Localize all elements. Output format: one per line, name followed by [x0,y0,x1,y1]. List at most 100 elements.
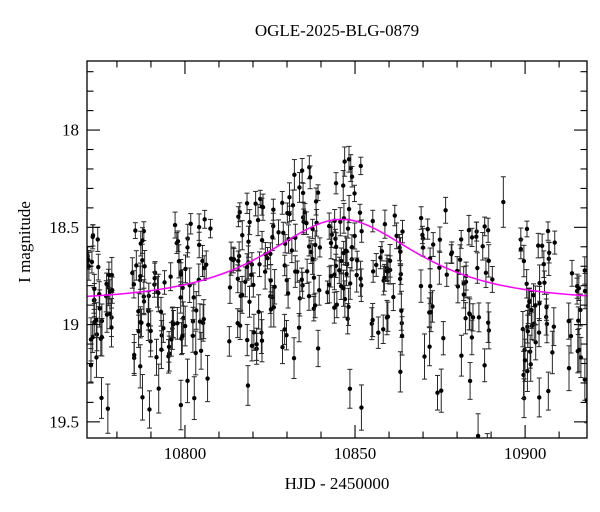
data-point [243,279,248,285]
data-point [178,402,184,408]
data-point [246,239,251,244]
data-point [287,195,292,200]
data-point [290,203,296,208]
data-point [299,277,304,282]
data-point [344,248,349,254]
data-point [247,219,252,225]
data-point [332,272,337,277]
data-point [345,316,350,321]
data-point [346,206,352,212]
data-point [162,280,167,285]
data-point [254,342,259,347]
data-point [349,244,355,250]
data-point [251,282,256,288]
data-point [420,245,426,250]
data-point [154,355,159,360]
data-point [359,405,364,410]
data-point [259,204,265,209]
data-point [259,330,264,335]
data-point [469,335,475,340]
data-point [310,256,315,262]
data-point [467,312,473,317]
data-point [262,269,268,274]
data-point [369,321,375,326]
data-point [161,325,166,331]
x-tick-label: 10850 [334,444,377,463]
data-point [140,238,145,243]
data-point [469,235,475,240]
data-point [466,227,472,233]
data-point [259,338,265,343]
data-point [349,174,355,179]
data-point [140,258,145,263]
data-point [420,232,425,238]
data-point [271,207,276,212]
data-point [175,321,180,326]
data-point [136,309,141,314]
data-point [188,221,193,226]
data-point [268,307,274,312]
data-point [201,265,207,271]
photometry-points-group [87,145,587,472]
data-point [527,349,533,354]
data-point [525,368,530,374]
model-curve-group [87,218,587,298]
data-point [391,294,396,300]
axes-group: 10800 10850 10900 18 18.5 19 19.5 [49,60,588,463]
data-point [317,288,322,293]
data-point [304,220,309,226]
data-point [183,323,188,329]
data-point [97,306,102,311]
data-point [387,258,393,263]
data-point [444,272,449,277]
data-point [463,316,468,321]
data-point [397,276,403,282]
data-point [569,271,575,276]
data-point [325,290,330,295]
data-point [295,269,300,274]
data-point [544,321,550,327]
data-point [486,328,492,333]
data-point [297,185,302,190]
data-point [337,268,342,273]
data-point [249,343,255,348]
data-point [461,292,467,297]
data-point [280,344,285,350]
data-point [291,355,297,361]
data-point [441,336,446,341]
data-point [566,318,571,324]
data-point [180,333,185,339]
data-point [385,314,391,319]
data-point [418,215,424,221]
data-point [235,276,241,282]
data-point [183,266,188,272]
data-point [327,282,332,287]
data-point [166,354,171,359]
data-point [104,312,110,317]
data-point [166,344,172,350]
data-point [89,259,95,265]
data-point [245,383,251,388]
data-point [191,295,196,300]
data-point [486,258,491,264]
data-point [315,346,321,351]
plot-frame [86,60,588,439]
data-point [354,272,359,278]
data-point [306,294,312,299]
data-point [422,468,426,472]
data-point [399,333,405,339]
data-point [329,232,334,237]
data-point [474,234,479,239]
data-point [202,217,207,222]
data-point [328,273,334,279]
data-point [531,292,536,298]
data-point [485,458,489,462]
data-point [204,262,209,267]
data-point [146,322,151,327]
data-point [582,288,587,294]
data-point [140,395,145,400]
data-point [528,362,533,367]
data-point [338,219,343,224]
data-point [132,352,137,358]
